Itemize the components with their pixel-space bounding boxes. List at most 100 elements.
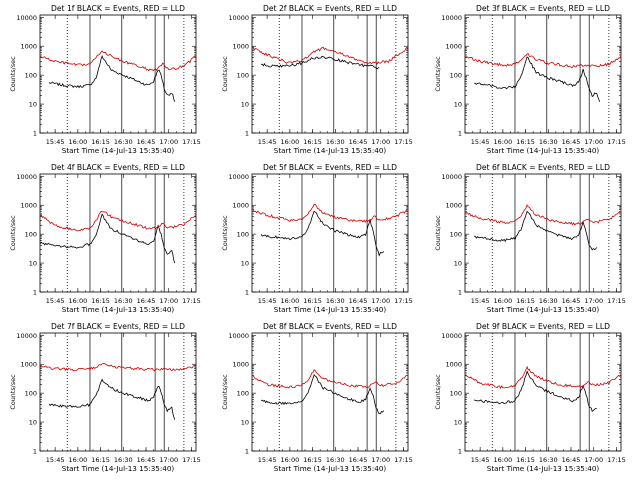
panel-title: Det 1f BLACK = Events, RED = LLD xyxy=(51,4,185,13)
x-tick-label: 16:00 xyxy=(493,456,512,464)
x-tick-label: 17:00 xyxy=(371,456,390,464)
y-tick-label: 1000 xyxy=(445,202,462,210)
x-tick-label: 16:00 xyxy=(280,138,299,146)
x-tick-label: 16:45 xyxy=(349,456,368,464)
y-tick-label: 1000 xyxy=(20,361,37,369)
plot-frame xyxy=(251,332,409,452)
x-tick-label: 16:00 xyxy=(493,138,512,146)
x-tick-label: 17:15 xyxy=(607,138,626,146)
events-series-line xyxy=(48,54,176,102)
x-tick-label: 17:00 xyxy=(159,297,178,305)
y-axis-label: Counts/sec xyxy=(434,374,442,410)
plot-frame xyxy=(39,332,197,452)
y-tick-label: 10000 xyxy=(441,14,462,22)
x-tick-label: 17:00 xyxy=(584,297,603,305)
y-tick-label: 1000 xyxy=(232,361,249,369)
y-tick-label: 10000 xyxy=(16,173,37,181)
x-tick-label: 16:45 xyxy=(562,138,581,146)
x-tick-label: 17:00 xyxy=(159,456,178,464)
y-tick-label: 1000 xyxy=(20,202,37,210)
plot-frame xyxy=(464,332,622,452)
y-axis-label: Counts/sec xyxy=(221,374,229,410)
x-tick-label: 17:15 xyxy=(394,138,413,146)
events-series-line xyxy=(260,55,380,70)
y-tick-label: 10000 xyxy=(441,332,462,340)
y-tick-label: 100 xyxy=(25,390,37,398)
panel-det-3: Det 3f BLACK = Events, RED = LLD 1 10 100 10… xyxy=(434,4,626,155)
y-tick-label: 1 xyxy=(458,289,462,297)
x-tick-label: 16:30 xyxy=(539,297,558,305)
x-tick-label: 15:45 xyxy=(46,138,65,146)
y-axis-label: Counts/sec xyxy=(221,215,229,251)
events-series-line xyxy=(474,210,598,251)
events-series-line xyxy=(260,210,385,257)
y-tick-label: 10 xyxy=(29,419,37,427)
y-axis-label: Counts/sec xyxy=(221,56,229,92)
panel-det-2: Det 2f BLACK = Events, RED = LLD 1 10 100 10… xyxy=(221,4,413,155)
x-tick-label: 15:45 xyxy=(258,138,277,146)
y-tick-label: 100 xyxy=(25,72,37,80)
lld-series-line xyxy=(251,46,409,66)
y-tick-label: 100 xyxy=(237,72,249,80)
x-axis-label: Start Time (14-Jul-13 15:35:40) xyxy=(487,146,600,155)
y-tick-label: 1 xyxy=(458,130,462,138)
y-tick-label: 1000 xyxy=(232,202,249,210)
y-tick-label: 10 xyxy=(241,260,249,268)
events-series-line xyxy=(39,213,176,264)
y-tick-label: 100 xyxy=(450,72,462,80)
plot-frame xyxy=(464,173,622,293)
y-tick-label: 100 xyxy=(237,390,249,398)
y-tick-label: 10 xyxy=(241,419,249,427)
plot-frame xyxy=(39,14,197,134)
panel-det-4: Det 4f BLACK = Events, RED = LLD 1 10 100 10… xyxy=(9,163,201,314)
x-tick-label: 15:45 xyxy=(258,297,277,305)
events-series-line xyxy=(48,378,176,420)
x-tick-label: 16:15 xyxy=(303,138,322,146)
lld-series-line xyxy=(464,53,622,68)
plot-frame xyxy=(39,173,197,293)
panel-title: Det 2f BLACK = Events, RED = LLD xyxy=(263,4,397,13)
x-tick-label: 17:15 xyxy=(182,138,201,146)
x-tick-label: 16:30 xyxy=(114,297,133,305)
lld-series-line xyxy=(251,369,409,389)
panel-det-9: Det 9f BLACK = Events, RED = LLD 1 10 100 10… xyxy=(434,322,626,473)
x-tick-label: 15:45 xyxy=(471,297,490,305)
x-axis-label: Start Time (14-Jul-13 15:35:40) xyxy=(274,146,387,155)
y-tick-label: 1 xyxy=(33,448,37,456)
x-tick-label: 16:15 xyxy=(516,138,535,146)
x-tick-label: 16:15 xyxy=(516,456,535,464)
y-tick-label: 10 xyxy=(241,101,249,109)
y-axis-label: Counts/sec xyxy=(9,374,17,410)
y-tick-label: 10 xyxy=(454,419,462,427)
panel-title: Det 4f BLACK = Events, RED = LLD xyxy=(51,163,185,172)
x-tick-label: 16:30 xyxy=(114,138,133,146)
x-tick-label: 15:45 xyxy=(46,297,65,305)
panel-title: Det 8f BLACK = Events, RED = LLD xyxy=(263,322,397,331)
x-tick-label: 17:00 xyxy=(371,297,390,305)
y-tick-label: 10 xyxy=(29,101,37,109)
lld-series-line xyxy=(39,362,197,372)
y-tick-label: 10000 xyxy=(16,332,37,340)
panel-det-1: Det 1f BLACK = Events, RED = LLD 1 10 100 10… xyxy=(9,4,201,155)
x-tick-label: 16:30 xyxy=(114,456,133,464)
x-axis-label: Start Time (14-Jul-13 15:35:40) xyxy=(274,305,387,314)
events-series-line xyxy=(473,370,597,412)
x-tick-label: 16:45 xyxy=(137,456,156,464)
x-tick-label: 16:45 xyxy=(349,297,368,305)
y-tick-label: 1000 xyxy=(232,43,249,51)
y-tick-label: 100 xyxy=(237,231,249,239)
panel-det-5: Det 5f BLACK = Events, RED = LLD 1 10 100 10… xyxy=(221,163,413,314)
lld-series-line xyxy=(465,204,622,226)
x-tick-label: 16:15 xyxy=(91,456,110,464)
y-tick-label: 1000 xyxy=(445,43,462,51)
panel-det-6: Det 6f BLACK = Events, RED = LLD 1 10 100 10… xyxy=(434,163,626,314)
panel-det-8: Det 8f BLACK = Events, RED = LLD 1 10 100 10… xyxy=(221,322,413,473)
x-tick-label: 15:45 xyxy=(471,138,490,146)
y-tick-label: 100 xyxy=(450,231,462,239)
x-tick-label: 17:15 xyxy=(607,297,626,305)
x-tick-label: 17:00 xyxy=(584,138,603,146)
x-tick-label: 16:45 xyxy=(562,456,581,464)
y-tick-label: 10000 xyxy=(228,173,249,181)
x-tick-label: 16:30 xyxy=(326,456,345,464)
